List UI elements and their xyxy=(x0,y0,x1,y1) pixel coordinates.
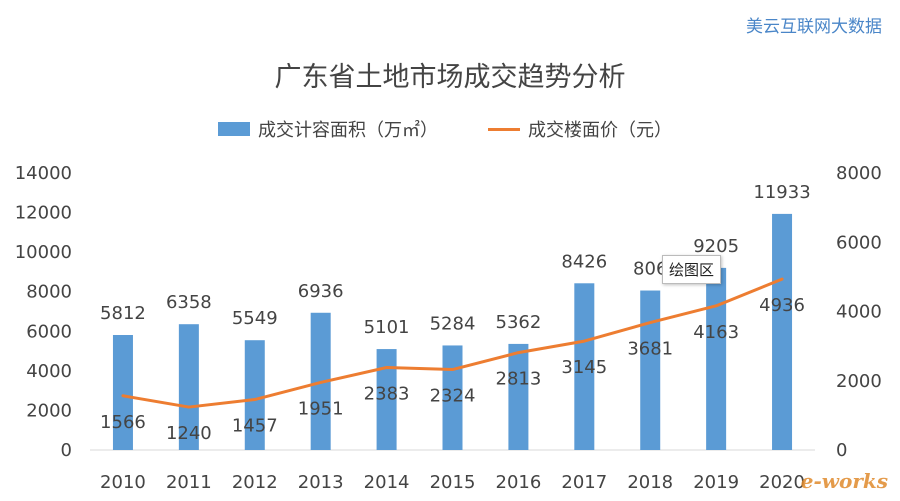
legend-label-area: 成交计容面积（万㎡） xyxy=(258,120,438,141)
y-right-tick-label: 2000 xyxy=(836,371,882,392)
x-tick-label: 2010 xyxy=(100,472,146,493)
bar xyxy=(178,324,199,450)
line-data-label: 4936 xyxy=(759,295,805,316)
plot-area-tooltip: 绘图区 xyxy=(662,255,722,284)
bar xyxy=(442,345,463,450)
y-right-tick-label: 8000 xyxy=(836,163,882,184)
y-left-tick-label: 4000 xyxy=(26,361,72,382)
x-tick-label: 2012 xyxy=(232,472,278,493)
line-data-label: 1240 xyxy=(166,423,212,444)
bar xyxy=(772,213,793,450)
x-tick-label: 2017 xyxy=(561,472,607,493)
bar xyxy=(640,290,661,450)
bar xyxy=(376,349,397,450)
x-tick-label: 2014 xyxy=(364,472,410,493)
y-left-tick-label: 12000 xyxy=(15,203,72,224)
legend-item-area: 成交计容面积（万㎡） xyxy=(218,116,438,142)
x-tick-label: 2015 xyxy=(430,472,476,493)
bar-data-label: 6358 xyxy=(166,292,212,313)
line-data-label: 2324 xyxy=(430,386,476,407)
y-left-tick-label: 0 xyxy=(61,440,72,461)
y-right-tick-label: 6000 xyxy=(836,232,882,253)
line-data-label: 3681 xyxy=(627,339,673,360)
series-line xyxy=(121,277,784,409)
line-data-label: 1457 xyxy=(232,416,278,437)
bar-data-label: 5362 xyxy=(496,312,542,333)
line-data-label: 1951 xyxy=(298,398,344,419)
bar-data-label: 5549 xyxy=(232,308,278,329)
line-data-label: 2383 xyxy=(364,383,410,404)
chart-legend: 成交计容面积（万㎡） 成交楼面价（元） xyxy=(0,116,900,142)
bar xyxy=(112,335,133,450)
bar-data-label: 806 xyxy=(633,259,667,280)
x-tick-label: 2019 xyxy=(693,472,739,493)
bar xyxy=(574,283,595,450)
header-brand: 美云互联网大数据 xyxy=(0,0,900,42)
y-left-tick-label: 2000 xyxy=(26,400,72,421)
bar xyxy=(706,267,727,450)
bar-data-label: 11933 xyxy=(753,182,810,203)
chart-title: 广东省土地市场成交趋势分析 xyxy=(274,62,626,93)
x-tick-label: 2018 xyxy=(627,472,673,493)
bar-data-label: 6936 xyxy=(298,281,344,302)
legend-label-price: 成交楼面价（元） xyxy=(528,120,672,141)
bar-data-label: 8426 xyxy=(561,251,607,272)
y-left-tick-label: 6000 xyxy=(26,321,72,342)
y-left-tick-label: 8000 xyxy=(26,282,72,303)
x-tick-label: 2016 xyxy=(496,472,542,493)
bar-data-label: 5284 xyxy=(430,313,476,334)
x-tick-label: 2011 xyxy=(166,472,212,493)
bar-data-label: 5812 xyxy=(100,303,146,324)
y-left-tick-label: 14000 xyxy=(15,163,72,184)
legend-bar-swatch xyxy=(218,122,250,136)
legend-item-price: 成交楼面价（元） xyxy=(488,116,672,142)
line-data-label: 1566 xyxy=(100,412,146,433)
line-data-label: 4163 xyxy=(693,322,739,343)
bar xyxy=(508,343,529,450)
legend-line-swatch xyxy=(488,127,520,131)
bar-data-label: 5101 xyxy=(364,317,410,338)
y-right-tick-label: 4000 xyxy=(836,302,882,323)
bar-data-label: 9205 xyxy=(693,236,739,257)
x-tick-label: 2013 xyxy=(298,472,344,493)
y-right-tick-label: 0 xyxy=(836,440,847,461)
line-data-label: 3145 xyxy=(561,357,607,378)
source-label: 美云互联网大数据 xyxy=(746,17,882,37)
y-left-tick-label: 10000 xyxy=(15,242,72,263)
watermark-logo: e-works xyxy=(800,469,888,493)
bar xyxy=(244,340,265,450)
line-data-label: 2813 xyxy=(496,369,542,390)
x-tick-label: 2020 xyxy=(759,472,805,493)
